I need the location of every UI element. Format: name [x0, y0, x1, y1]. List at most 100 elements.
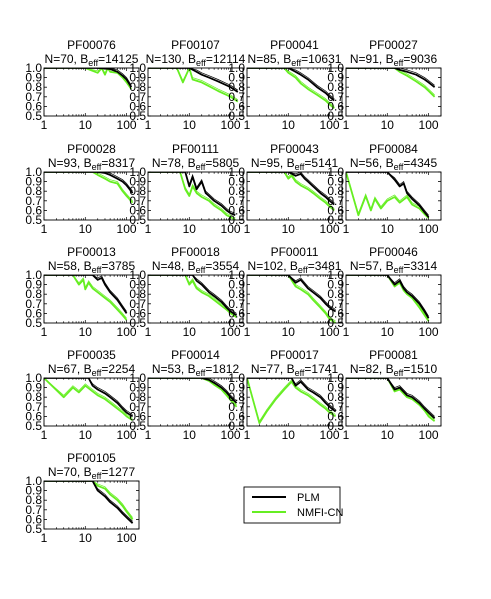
panel-beff-subscript: eff — [196, 368, 206, 378]
series-line-plm-replicate — [148, 275, 237, 314]
y-tick-label: 0.7 — [327, 400, 344, 414]
panel-subtitle: N=102, Beff=3481 — [248, 259, 342, 275]
y-tick-label: 0.5 — [228, 109, 245, 123]
series-line-plm-replicate — [148, 378, 237, 402]
panel-beff-subscript: eff — [92, 162, 102, 172]
series-line-plm-replicate — [44, 275, 127, 312]
y-tick-label: 0.6 — [25, 99, 42, 113]
panel-subtitle: N=56, Beff=4345 — [350, 156, 438, 172]
series-line-plm — [346, 275, 430, 319]
y-tick-label: 0.8 — [228, 390, 245, 404]
y-tick-label: 1.0 — [327, 371, 344, 385]
y-tick-label: 0.7 — [327, 90, 344, 104]
panel-beff-subscript: eff — [394, 265, 404, 275]
y-tick-label: 0.6 — [228, 203, 245, 217]
y-tick-label: 0.6 — [129, 99, 146, 113]
y-tick-label: 0.6 — [327, 203, 344, 217]
x-tick-label: 1 — [343, 428, 350, 442]
series-line-nmfi-cn — [44, 378, 134, 421]
y-tick-label: 0.8 — [25, 184, 42, 198]
y-tick-label: 1.0 — [25, 61, 42, 75]
panel-beff-subscript: eff — [92, 265, 102, 275]
series-line-plm-replicate — [346, 172, 429, 216]
panel-title: PF00107 — [171, 38, 220, 52]
x-tick-label: 1 — [244, 325, 251, 339]
series-line-plm — [148, 172, 236, 217]
panel-beff-value: =3314 — [403, 259, 437, 273]
series-line-nmfi-cn — [346, 172, 430, 219]
x-tick-label: 10 — [282, 118, 296, 132]
y-tick-label: 0.7 — [129, 297, 146, 311]
y-tick-label: 0.7 — [25, 503, 42, 517]
y-tick-label: 0.6 — [129, 306, 146, 320]
x-tick-label: 1 — [145, 325, 152, 339]
y-tick-label: 0.5 — [25, 419, 42, 433]
y-tick-label: 0.6 — [129, 409, 146, 423]
panel-subtitle: N=53, Beff=1812 — [152, 362, 240, 378]
series-line-plm-replicate — [247, 378, 336, 410]
y-tick-label: 1.0 — [25, 165, 42, 179]
y-tick-label: 0.7 — [327, 194, 344, 208]
series-line-nmfi-cn-replicate — [44, 378, 133, 419]
panel-n-label: N=70, B — [48, 465, 92, 479]
y-tick-label: 0.7 — [25, 194, 42, 208]
series-line-nmfi-cn-replicate — [346, 68, 435, 96]
series-line-nmfi-cn — [148, 68, 239, 103]
y-tick-label: 0.6 — [228, 99, 245, 113]
panel-n-label: N=130, B — [146, 52, 196, 66]
panel-n-label: N=48, B — [152, 259, 196, 273]
panel-subtitle: N=57, Beff=3314 — [350, 259, 438, 275]
y-tick-label: 0.5 — [327, 109, 344, 123]
panel-title: PF00041 — [270, 38, 319, 52]
panel-subtitle: N=70, Beff=1277 — [48, 465, 136, 481]
panel-beff-value: =9036 — [403, 52, 437, 66]
series-line-plm — [247, 378, 337, 413]
legend-label-plm: PLM — [297, 492, 320, 504]
axes-frame — [43, 377, 140, 427]
panel-n-label: N=82, B — [350, 362, 394, 376]
series-line-nmfi-cn-replicate — [148, 68, 238, 100]
y-tick-label: 0.9 — [228, 71, 245, 85]
legend-box — [243, 486, 341, 524]
y-tick-label: 0.8 — [129, 184, 146, 198]
x-tick-label: 10 — [381, 118, 395, 132]
y-tick-label: 0.9 — [228, 175, 245, 189]
y-tick-label: 0.8 — [228, 80, 245, 94]
series-line-plm — [346, 378, 436, 419]
panel-beff-subscript: eff — [196, 265, 206, 275]
panel-subtitle: N=70, Beff=14125 — [45, 52, 139, 68]
panel-title: PF00043 — [270, 142, 319, 156]
x-tick-label: 100 — [419, 325, 439, 339]
x-tick-label: 100 — [221, 222, 241, 236]
panel-n-label: N=57, B — [350, 259, 394, 273]
y-tick-label: 1.0 — [129, 371, 146, 385]
y-tick-label: 0.7 — [228, 90, 245, 104]
series-line-plm — [346, 172, 430, 218]
y-tick-label: 0.6 — [327, 409, 344, 423]
y-tick-label: 0.8 — [228, 287, 245, 301]
y-tick-label: 0.6 — [25, 203, 42, 217]
panel-n-label: N=53, B — [152, 362, 196, 376]
y-tick-label: 0.9 — [228, 381, 245, 395]
y-tick-label: 0.8 — [129, 287, 146, 301]
x-tick-label: 10 — [183, 222, 197, 236]
y-tick-label: 0.9 — [129, 278, 146, 292]
y-tick-label: 0.8 — [129, 390, 146, 404]
y-tick-label: 0.9 — [25, 278, 42, 292]
y-tick-label: 0.8 — [327, 390, 344, 404]
y-tick-label: 0.5 — [129, 213, 146, 227]
y-tick-label: 0.8 — [327, 287, 344, 301]
x-tick-label: 100 — [117, 118, 137, 132]
legend-label-nmfi-cn: NMFI-CN — [297, 507, 343, 519]
y-tick-label: 0.8 — [25, 390, 42, 404]
y-tick-label: 1.0 — [25, 474, 42, 488]
x-tick-label: 1 — [41, 325, 48, 339]
x-tick-label: 100 — [419, 222, 439, 236]
